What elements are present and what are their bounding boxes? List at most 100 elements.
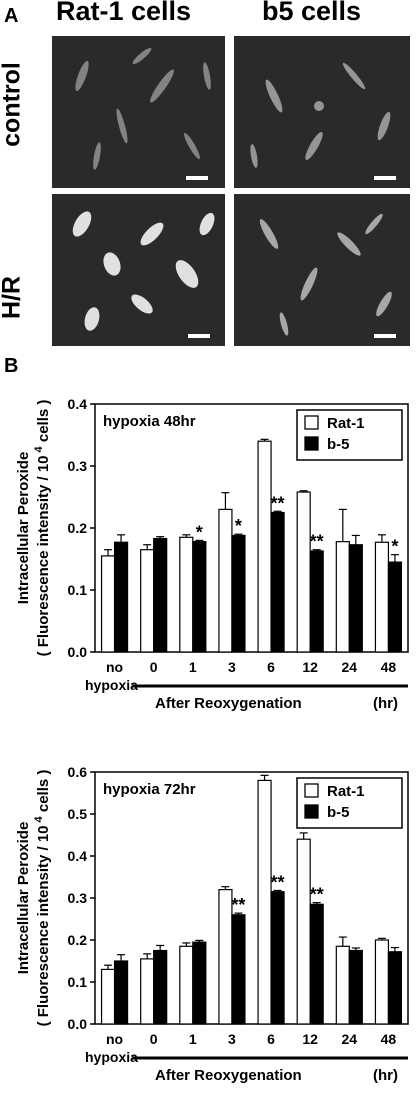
bar-rat1-6 bbox=[257, 440, 272, 653]
bar-b5-3 bbox=[231, 914, 246, 1025]
legend-label-0: Rat-1 bbox=[327, 415, 365, 432]
x-tick-label: 48 bbox=[381, 659, 397, 675]
micrograph-rat1-hr bbox=[52, 194, 225, 346]
y-axis-label-line2: ( Fluorescence intensity / 10 4 cells ) bbox=[33, 400, 52, 657]
scale-bar bbox=[186, 176, 208, 180]
legend-label-1: b-5 bbox=[327, 436, 350, 453]
x-tick-label: 3 bbox=[228, 659, 236, 675]
bar-b5-1 bbox=[192, 541, 207, 653]
x-tick-label: 0 bbox=[150, 659, 158, 675]
scale-bar bbox=[374, 334, 396, 338]
y-tick-label: 0.1 bbox=[68, 582, 88, 598]
x-tick-label: no bbox=[106, 1031, 123, 1047]
bar-b5-24 bbox=[348, 544, 363, 653]
column-label-rat1: Rat-1 cells bbox=[56, 0, 192, 26]
y-tick-label: 0.1 bbox=[68, 974, 88, 990]
bar-rat1-no bbox=[100, 555, 116, 653]
legend-swatch-0 bbox=[304, 415, 319, 430]
bar-chart-hypoxia-72hr: 0.0 0.1 0.2 0.3 0.4 0.5 0.6 Intracellular Perox… bbox=[15, 764, 409, 1084]
micrograph-b5-control bbox=[234, 36, 410, 188]
significance-marker: ** bbox=[310, 532, 324, 552]
x-tick-label: 24 bbox=[342, 659, 358, 675]
bar-b5-0 bbox=[153, 537, 168, 653]
bar-rat1-no bbox=[100, 968, 116, 1025]
bar-rat1-1 bbox=[179, 945, 194, 1025]
legend-swatch-1 bbox=[304, 436, 319, 451]
y-tick-label: 0.0 bbox=[68, 1016, 88, 1032]
bar-rat1-0 bbox=[140, 958, 155, 1025]
significance-marker: ** bbox=[310, 885, 324, 905]
x-axis-label: After Reoxygenation bbox=[155, 1067, 302, 1084]
row-label-hr: H/R bbox=[0, 275, 26, 320]
x-axis-unit: (hr) bbox=[373, 1067, 398, 1084]
x-tick-label: 24 bbox=[342, 1031, 358, 1047]
column-label-b5: b5 cells bbox=[262, 0, 362, 26]
bar-b5-6 bbox=[270, 891, 285, 1025]
bar-b5-24 bbox=[348, 949, 363, 1025]
bar-rat1-6 bbox=[257, 779, 272, 1025]
x-tick-label: 1 bbox=[189, 659, 197, 675]
bar-b5-48 bbox=[387, 561, 403, 653]
bar-rat1-24 bbox=[335, 945, 350, 1025]
significance-marker: * bbox=[391, 537, 398, 557]
bar-b5-1 bbox=[192, 941, 207, 1025]
x-tick-label: 48 bbox=[381, 1031, 397, 1047]
bar-rat1-48 bbox=[374, 939, 390, 1025]
y-tick-label: 0.6 bbox=[68, 764, 88, 780]
bar-b5-3 bbox=[231, 534, 246, 653]
y-tick-label: 0.3 bbox=[68, 458, 88, 474]
bar-rat1-24 bbox=[335, 541, 350, 653]
legend-label-0: Rat-1 bbox=[327, 783, 365, 800]
x-tick-label-hypoxia: hypoxia bbox=[85, 1049, 138, 1065]
y-axis-label-line2: ( Fluorescence intensity / 10 4 cells ) bbox=[33, 770, 52, 1027]
y-axis-label: Intracellular Peroxide( Fluorescence int… bbox=[15, 770, 52, 1027]
x-tick-label: 6 bbox=[267, 659, 275, 675]
y-tick-label: 0.4 bbox=[68, 848, 88, 864]
micrograph-rat1-control bbox=[52, 36, 225, 188]
significance-marker: * bbox=[196, 522, 203, 542]
bar-rat1-12 bbox=[296, 838, 311, 1025]
bar-rat1-3 bbox=[218, 508, 233, 653]
legend-label-1: b-5 bbox=[327, 804, 350, 821]
x-tick-label: 12 bbox=[302, 1031, 318, 1047]
bar-b5-no bbox=[113, 960, 129, 1025]
x-tick-label-hypoxia: hypoxia bbox=[85, 677, 138, 693]
panel-b-letter: B bbox=[4, 355, 19, 377]
x-tick-label: 3 bbox=[228, 1031, 236, 1047]
y-tick-label: 0.4 bbox=[68, 396, 88, 412]
y-tick-label: 0.5 bbox=[68, 806, 88, 822]
significance-marker: ** bbox=[271, 493, 285, 513]
x-axis-label: After Reoxygenation bbox=[155, 695, 302, 712]
bar-rat1-3 bbox=[218, 889, 233, 1025]
chart-title: hypoxia 48hr bbox=[103, 413, 196, 430]
x-tick-label: 12 bbox=[302, 659, 318, 675]
x-axis-unit: (hr) bbox=[373, 695, 398, 712]
chart-title: hypoxia 72hr bbox=[103, 781, 196, 798]
y-tick-label: 0.2 bbox=[68, 932, 88, 948]
bar-rat1-12 bbox=[296, 491, 311, 653]
scale-bar bbox=[374, 176, 396, 180]
bar-b5-0 bbox=[153, 949, 168, 1025]
bar-b5-12 bbox=[309, 903, 324, 1025]
x-tick-label: 6 bbox=[267, 1031, 275, 1047]
y-axis-label-line1: Intracellular Peroxide bbox=[15, 452, 32, 605]
significance-marker: ** bbox=[231, 895, 245, 915]
y-tick-label: 0.0 bbox=[68, 644, 88, 660]
bar-b5-12 bbox=[309, 550, 324, 653]
row-label-control: control bbox=[0, 62, 26, 147]
bar-rat1-48 bbox=[374, 541, 390, 653]
y-tick-label: 0.3 bbox=[68, 890, 88, 906]
y-axis-label-line1: Intracellular Peroxide bbox=[15, 822, 32, 975]
significance-marker: * bbox=[235, 516, 242, 536]
legend-swatch-1 bbox=[304, 804, 319, 819]
bar-rat1-0 bbox=[140, 549, 155, 653]
panel-a-letter: A bbox=[4, 5, 19, 27]
y-axis-label: Intracellular Peroxide( Fluorescence int… bbox=[15, 400, 52, 657]
x-tick-label: 0 bbox=[150, 1031, 158, 1047]
x-tick-label: 1 bbox=[189, 1031, 197, 1047]
x-tick-label: no bbox=[106, 659, 123, 675]
bar-b5-no bbox=[113, 541, 129, 653]
legend-swatch-0 bbox=[304, 783, 319, 798]
y-tick-label: 0.2 bbox=[68, 520, 88, 536]
bar-b5-48 bbox=[387, 951, 403, 1025]
